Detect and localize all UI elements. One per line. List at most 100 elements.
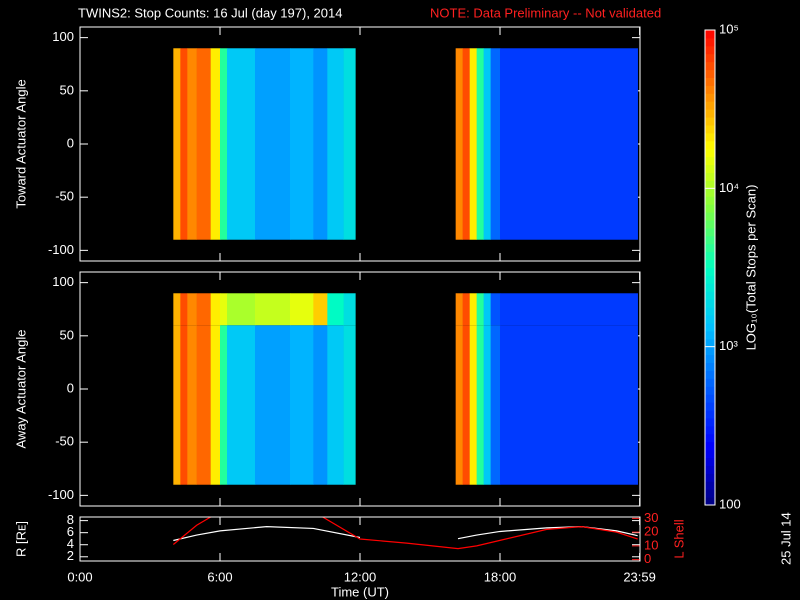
heat-cell: [462, 48, 470, 240]
plot-frame: [79, 516, 641, 562]
x-tick-label: 12:00: [344, 569, 377, 584]
heat-cell: [227, 325, 256, 485]
colorbar-step: [705, 338, 715, 348]
colorbar-step: [705, 69, 715, 78]
colorbar-step: [705, 140, 715, 150]
colorbar-step: [705, 481, 715, 490]
x-tick-label: 18:00: [484, 569, 517, 584]
colorbar-step: [705, 457, 715, 466]
colorbar-step: [705, 425, 715, 435]
heat-cell: [255, 325, 291, 485]
colorbar-step: [705, 93, 715, 102]
heat-cell: [187, 48, 197, 240]
x-tick-label: 23:59: [623, 569, 656, 584]
colorbar-step: [705, 220, 715, 229]
y-tick-label: 8: [67, 512, 74, 527]
colorbar-step: [705, 441, 715, 451]
colorbar-tick-label: 100: [719, 496, 741, 511]
y-tick-label: 0: [67, 380, 74, 395]
y-tick-label: -100: [48, 487, 74, 502]
colorbar-step: [705, 164, 715, 173]
colorbar-step: [705, 417, 715, 427]
heat-cell: [490, 48, 501, 240]
heat-cell: [490, 325, 501, 485]
colorbar-step: [705, 132, 715, 142]
colorbar-label: LOG₁₀(Total Stops per Scan): [743, 185, 758, 351]
colorbar-step: [705, 330, 715, 340]
colorbar-step: [705, 61, 715, 71]
y-tick-label: 6: [67, 524, 74, 539]
colorbar-step: [705, 188, 715, 197]
colorbar-step: [705, 362, 715, 371]
colorbar-step: [705, 299, 715, 308]
y-tick-label: 0: [67, 135, 74, 150]
heat-cell: [290, 48, 314, 240]
heat-cell: [290, 325, 314, 485]
colorbar-step: [705, 109, 715, 118]
colorbar-step: [705, 378, 715, 387]
heat-cell: [483, 325, 491, 485]
heat-cell: [483, 293, 491, 326]
heat-cell: [455, 293, 463, 326]
y-tick-label: 100: [52, 274, 74, 289]
colorbar-step: [705, 465, 715, 474]
heat-cell: [476, 293, 484, 326]
heat-cell: [490, 293, 501, 326]
colorbar-step: [705, 259, 715, 268]
heat-cell: [227, 293, 256, 326]
heat-cell: [327, 48, 344, 240]
y2-tick-label: 20: [644, 524, 658, 539]
colorbar-step: [705, 307, 715, 316]
heat-cell: [227, 48, 256, 240]
heat-cell: [476, 48, 484, 240]
x-axis-label: Time (UT): [331, 584, 389, 599]
colorbar-step: [705, 473, 715, 482]
colorbar-step: [705, 125, 715, 134]
heat-cell: [476, 325, 484, 485]
colorbar-step: [705, 227, 715, 237]
heat-cell: [180, 48, 188, 240]
colorbar-tick-label: 10⁵: [719, 21, 739, 36]
heat-cell: [220, 48, 228, 240]
heat-cell: [469, 293, 477, 326]
heat-cell: [343, 48, 356, 240]
x-tick-label: 6:00: [207, 569, 232, 584]
y-tick-label: 100: [52, 29, 74, 44]
note: NOTE: Data Preliminary -- Not validated: [430, 5, 661, 20]
heat-cell: [462, 293, 470, 326]
y2-axis-label: L Shell: [671, 519, 686, 558]
colorbar-step: [705, 180, 715, 189]
y-tick-label: -100: [48, 242, 74, 257]
heat-cell: [255, 48, 291, 240]
heat-cell: [327, 293, 344, 326]
y2-tick-label: 30: [644, 510, 658, 525]
y-tick-label: 50: [60, 327, 74, 342]
colorbar-step: [705, 117, 715, 126]
colorbar-tick-label: 10⁴: [719, 180, 739, 195]
plot-frame: [79, 26, 641, 262]
heat-cell: [196, 48, 211, 240]
heat-cell: [483, 48, 491, 240]
colorbar-step: [705, 45, 715, 55]
colorbar-step: [705, 322, 715, 332]
colorbar-step: [705, 291, 715, 300]
heat-cell: [196, 325, 211, 485]
colorbar-tick-label: 10³: [719, 338, 738, 353]
colorbar-step: [705, 394, 715, 403]
colorbar-step: [705, 37, 715, 47]
colorbar-step: [705, 410, 715, 419]
heat-cell: [173, 48, 181, 240]
colorbar-step: [705, 283, 715, 292]
y-tick-label: -50: [55, 434, 74, 449]
x-tick-label: 0:00: [67, 569, 92, 584]
colorbar-step: [705, 449, 715, 458]
heat-cell: [469, 48, 477, 240]
colorbar-step: [705, 251, 715, 261]
colorbar-step: [705, 275, 715, 284]
heat-cell: [180, 325, 188, 485]
colorbar-step: [705, 346, 715, 356]
colorbar-step: [705, 156, 715, 166]
heat-cell: [500, 48, 638, 240]
date-stamp: 25 Jul 14: [778, 512, 793, 565]
heat-cell: [255, 293, 291, 326]
